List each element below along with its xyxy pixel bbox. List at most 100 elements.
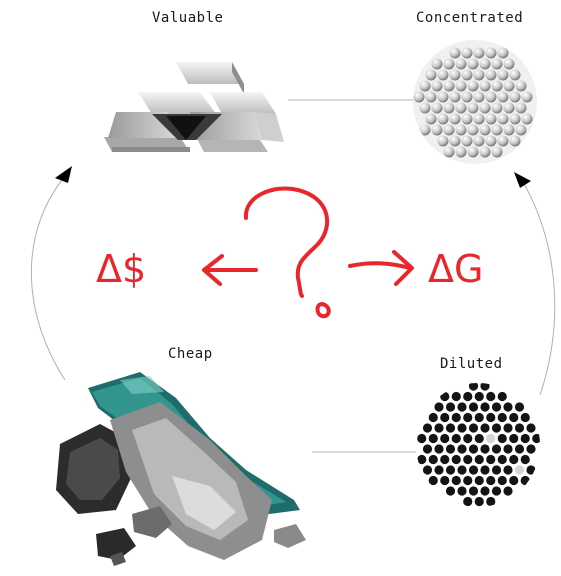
diluted-dot bbox=[457, 444, 467, 454]
delta-g-label: ΔG bbox=[428, 247, 483, 291]
diluted-dot bbox=[457, 423, 467, 433]
diluted-dot bbox=[440, 475, 450, 486]
diluted-dot bbox=[486, 475, 496, 486]
label-cheap: Cheap bbox=[168, 346, 213, 362]
sphere-dot bbox=[425, 113, 437, 125]
sphere-dot bbox=[515, 124, 527, 136]
diluted-dot bbox=[468, 486, 479, 496]
diluted-dot bbox=[451, 454, 461, 465]
diluted-dot bbox=[520, 475, 530, 486]
diluted-dot bbox=[463, 391, 473, 402]
diluted-dot bbox=[526, 423, 536, 433]
diluted-dot bbox=[457, 465, 467, 475]
diluted-dot bbox=[480, 465, 490, 475]
sphere-dot bbox=[413, 91, 425, 103]
diluted-dot bbox=[440, 454, 450, 465]
sphere-dot bbox=[497, 69, 509, 81]
diluted-dot bbox=[491, 444, 502, 454]
diluted-dot bbox=[468, 402, 479, 412]
sphere-dot bbox=[503, 102, 515, 114]
diluted-dot bbox=[463, 412, 473, 423]
diluted-dot bbox=[480, 402, 490, 412]
sphere-dot bbox=[467, 102, 479, 114]
arrowhead-right-icon bbox=[514, 172, 531, 188]
diluted-dot bbox=[440, 412, 450, 423]
sphere-dot bbox=[443, 58, 455, 70]
diluted-dot bbox=[514, 423, 525, 433]
sphere-dot bbox=[479, 102, 491, 114]
diluted-dot bbox=[440, 391, 450, 402]
sphere-dot bbox=[485, 113, 497, 125]
sphere-dot bbox=[473, 113, 485, 125]
sphere-dot bbox=[473, 91, 485, 103]
sphere-dot bbox=[419, 102, 431, 114]
diluted-dot bbox=[434, 423, 444, 433]
sphere-dot bbox=[437, 69, 449, 81]
diluted-dot bbox=[463, 454, 473, 465]
diluted-dot bbox=[532, 433, 540, 444]
diluted-dot bbox=[434, 444, 444, 454]
diluted-dot bbox=[474, 454, 484, 465]
diluted-dot bbox=[520, 433, 530, 444]
diluted-dot bbox=[451, 475, 461, 486]
diluted-dot bbox=[509, 433, 519, 444]
arrowhead-left-icon bbox=[55, 166, 72, 183]
diluted-dot bbox=[509, 412, 519, 423]
sphere-dot bbox=[443, 80, 455, 92]
diluted-dot bbox=[520, 412, 530, 423]
diluted-dot bbox=[422, 465, 433, 475]
diluted-dot bbox=[457, 486, 467, 496]
sphere-dot bbox=[491, 146, 503, 158]
sphere-dot bbox=[425, 91, 437, 103]
sphere-dot bbox=[449, 47, 461, 59]
sphere-dot bbox=[521, 113, 533, 125]
diluted-dot bbox=[474, 496, 484, 507]
sphere-dot bbox=[485, 69, 497, 81]
sphere-dot bbox=[497, 47, 509, 59]
diluted-dot bbox=[486, 454, 496, 465]
sphere-dot bbox=[497, 91, 509, 103]
concentrated-spheres-icon bbox=[413, 40, 537, 164]
diluted-dot bbox=[491, 402, 502, 412]
sphere-dot bbox=[479, 80, 491, 92]
diluted-dot bbox=[434, 402, 444, 412]
sphere-dot bbox=[455, 102, 467, 114]
cycle-arrowheads bbox=[55, 166, 531, 188]
sphere-dot bbox=[503, 124, 515, 136]
sphere-dot bbox=[449, 113, 461, 125]
diluted-dot bbox=[486, 433, 496, 444]
diluted-dot bbox=[428, 475, 438, 486]
sphere-dot bbox=[509, 69, 521, 81]
diluted-dot bbox=[422, 444, 433, 454]
diluted-dot bbox=[491, 423, 502, 433]
ore-rocks-icon bbox=[56, 372, 306, 566]
sphere-dot bbox=[473, 47, 485, 59]
label-valuable: Valuable bbox=[152, 10, 224, 26]
sphere-dot bbox=[443, 102, 455, 114]
sphere-dot bbox=[479, 124, 491, 136]
cycle-lines bbox=[30, 99, 556, 453]
sphere-dot bbox=[473, 69, 485, 81]
diluted-dot bbox=[474, 433, 484, 444]
sphere-dot bbox=[467, 58, 479, 70]
diluted-dot bbox=[520, 454, 530, 465]
question-mark-icon bbox=[243, 186, 330, 298]
diluted-dot bbox=[428, 433, 438, 444]
sphere-dot bbox=[467, 80, 479, 92]
diluted-dot bbox=[468, 423, 479, 433]
sphere-dot bbox=[437, 91, 449, 103]
sphere-dot bbox=[521, 91, 533, 103]
sphere-dot bbox=[461, 113, 473, 125]
diluted-dot bbox=[480, 444, 490, 454]
diluted-dot bbox=[509, 475, 519, 486]
sphere-dot bbox=[467, 146, 479, 158]
diluted-dot bbox=[474, 412, 484, 423]
question-dot-icon bbox=[315, 302, 331, 319]
diluted-dot bbox=[497, 433, 507, 444]
diluted-dot bbox=[526, 444, 536, 454]
sphere-dot bbox=[431, 58, 443, 70]
diluted-dot bbox=[463, 496, 473, 507]
diluted-dot bbox=[497, 412, 507, 423]
label-concentrated: Concentrated bbox=[416, 10, 524, 26]
sphere-dot bbox=[449, 69, 461, 81]
